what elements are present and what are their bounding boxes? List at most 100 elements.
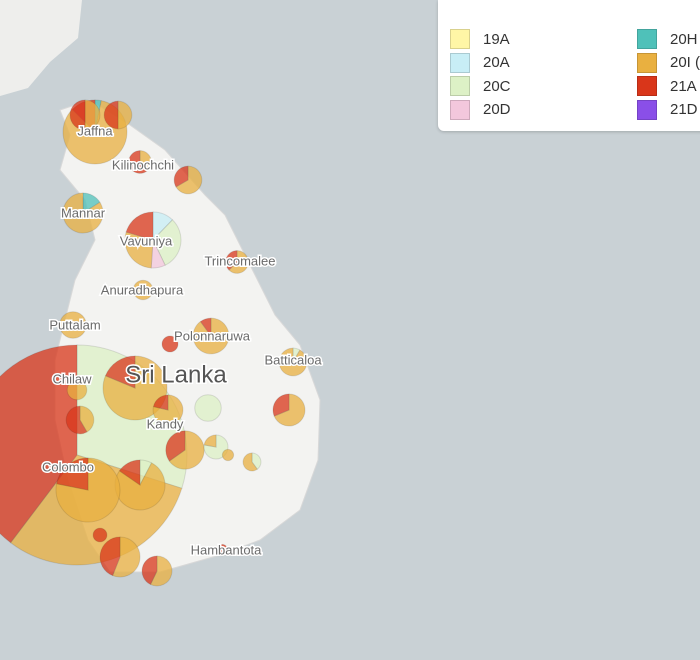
legend-item[interactable]: 21D xyxy=(637,99,698,121)
pie-slice xyxy=(168,430,205,470)
pie xyxy=(165,430,205,470)
pie-slice xyxy=(104,355,136,389)
pie-slice xyxy=(102,355,168,421)
pie-slice xyxy=(165,430,186,462)
pie-slice xyxy=(117,100,133,130)
legend-swatch xyxy=(450,52,470,73)
place-label: Jaffna xyxy=(77,123,113,138)
pie xyxy=(55,457,121,523)
pie-slice xyxy=(152,394,184,426)
pie-slice xyxy=(149,555,173,587)
pie-slice xyxy=(99,536,121,577)
pie xyxy=(225,250,249,274)
legend-item[interactable]: 19A xyxy=(450,28,510,50)
pie xyxy=(124,211,182,269)
pie-slice xyxy=(65,405,88,435)
pie xyxy=(59,311,87,339)
pie-slice xyxy=(175,165,203,195)
pie xyxy=(66,379,88,401)
pie xyxy=(192,317,230,355)
legend-swatch xyxy=(637,76,657,96)
pie xyxy=(272,393,306,427)
pie-slice xyxy=(125,211,154,241)
place-label: Kandy xyxy=(147,416,184,431)
pie xyxy=(62,192,104,234)
legend-item[interactable]: 21A xyxy=(637,75,697,97)
legend-item[interactable]: 20D xyxy=(450,99,511,121)
legend-label: 20H xyxy=(670,30,698,48)
pie xyxy=(102,355,168,421)
label-layer: Jaffna Kilinochchi Mannar Vavuniya Trincomal… xyxy=(40,122,323,559)
place-label: Batticaloa xyxy=(264,352,322,367)
pie-slice xyxy=(69,99,86,131)
pie-slice xyxy=(82,192,101,214)
pie xyxy=(194,394,222,422)
place-label: Vavuniya xyxy=(120,233,173,248)
pie-slice xyxy=(62,192,104,234)
legend-swatch xyxy=(450,99,470,120)
pie-slice xyxy=(194,394,222,422)
pie-slice xyxy=(199,317,212,338)
place-label: Trincomalee xyxy=(204,253,275,268)
place-label: Colombo xyxy=(42,459,94,474)
legend-label: 20D xyxy=(483,101,511,118)
pie-slice xyxy=(278,347,308,377)
pie-slice xyxy=(242,452,258,472)
india-land xyxy=(0,0,82,96)
pie-slice xyxy=(228,250,249,274)
legend-swatch xyxy=(637,52,657,73)
legend-label: 19A xyxy=(483,30,510,48)
legend-item[interactable]: 20A xyxy=(450,52,510,74)
pie-slice xyxy=(251,452,262,470)
pie-slice xyxy=(173,165,189,188)
pie-slice xyxy=(141,555,158,586)
pie-slice xyxy=(152,211,174,242)
pie-slice xyxy=(203,434,217,448)
pie-slice xyxy=(66,379,88,401)
place-label: Polonnaruwa xyxy=(174,328,251,343)
pie xyxy=(173,165,203,195)
legend-label: 20C xyxy=(483,77,511,95)
pie-slice xyxy=(55,457,121,523)
legend-swatch xyxy=(450,29,470,49)
place-label: Hambantota xyxy=(191,542,263,557)
pie-slice xyxy=(152,219,182,266)
pie-slice xyxy=(92,527,108,543)
pie xyxy=(103,100,133,130)
pie xyxy=(278,347,308,377)
pie-slice xyxy=(152,394,169,411)
pie-slice xyxy=(139,150,152,171)
pie-slice xyxy=(161,335,179,353)
pie-slice xyxy=(79,405,95,433)
pie-slice xyxy=(192,317,230,355)
pie-slice xyxy=(132,279,154,301)
pie-slice xyxy=(118,459,141,486)
pie xyxy=(99,536,141,578)
pie-slice xyxy=(272,393,290,417)
pie-slice xyxy=(128,150,149,174)
legend-item[interactable]: 20I (A xyxy=(637,52,700,74)
pie xyxy=(215,543,229,557)
pie xyxy=(69,99,101,131)
place-label: Chilaw xyxy=(52,371,92,386)
place-label: Mannar xyxy=(61,205,106,220)
legend-label: 21A xyxy=(670,77,697,95)
legend-swatch xyxy=(637,29,657,49)
place-label: Kilinochchi xyxy=(112,157,174,172)
pie-slice xyxy=(221,448,235,462)
place-label: Puttalam xyxy=(49,317,100,332)
legend-item[interactable]: 20C xyxy=(450,75,511,97)
legend-label: 20I (A xyxy=(670,54,700,71)
pie-slice xyxy=(0,344,78,544)
legend-item[interactable]: 20H xyxy=(637,28,698,50)
pie-layer xyxy=(0,99,308,587)
legend-swatch xyxy=(450,76,470,96)
pie-slice xyxy=(150,238,166,269)
pie xyxy=(141,555,173,587)
pie xyxy=(92,527,108,543)
pie-slice xyxy=(124,231,154,269)
pie xyxy=(152,394,184,426)
pie-slice xyxy=(225,250,238,271)
pie xyxy=(65,405,95,435)
